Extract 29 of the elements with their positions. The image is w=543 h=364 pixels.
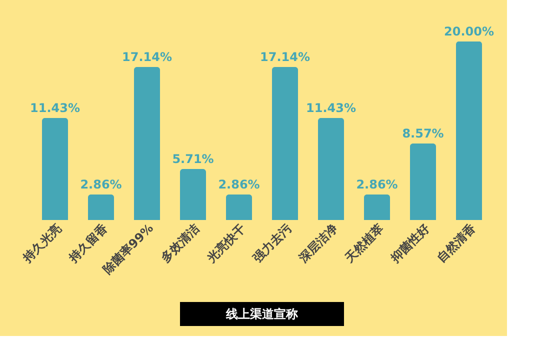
data-label: 17.14% (260, 50, 310, 64)
x-tick-label: 深层洁净 (295, 221, 340, 266)
bar (318, 118, 344, 220)
x-tick-label: 光亮快干 (203, 221, 248, 266)
data-label: 5.71% (172, 152, 214, 166)
x-tick-label: 天然植萃 (341, 221, 386, 266)
x-tick-label: 强力去污 (250, 221, 294, 265)
bar (88, 194, 114, 220)
bar (180, 169, 206, 220)
bar (410, 143, 436, 220)
data-label: 17.14% (122, 50, 172, 64)
data-label: 11.43% (306, 100, 356, 115)
x-tick-label: 自然清香 (434, 220, 479, 265)
data-label: 11.43% (30, 100, 80, 115)
bar (456, 41, 482, 220)
bar (226, 194, 252, 220)
bar (42, 118, 68, 220)
bar (134, 66, 160, 220)
bar (272, 66, 298, 220)
x-tick-label: 抑菌性好 (387, 221, 432, 266)
data-label: 8.57% (402, 126, 444, 140)
data-label: 2.86% (80, 177, 122, 192)
x-tick-label: 多效清洁 (158, 221, 202, 265)
bar (364, 194, 390, 220)
data-label: 2.86% (356, 177, 398, 192)
data-label: 2.86% (218, 177, 260, 192)
data-label: 20.00% (444, 24, 494, 38)
text: 线上渠道宣称 (225, 307, 299, 321)
x-tick-label: 持久光亮 (19, 221, 64, 266)
